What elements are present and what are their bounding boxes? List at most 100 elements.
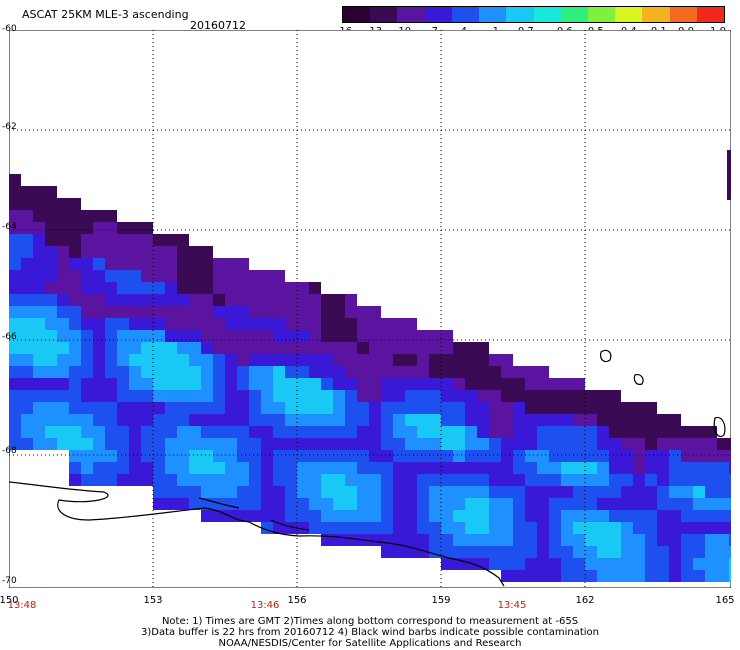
swath-cell — [237, 474, 249, 486]
swath-cell — [201, 414, 213, 426]
swath-cell — [717, 570, 729, 582]
swath-cell — [645, 414, 657, 426]
swath-cell — [129, 474, 141, 486]
swath-cell — [117, 366, 129, 378]
swath-cell — [57, 258, 69, 270]
swath-cell — [285, 486, 297, 498]
swath-cell — [177, 270, 189, 282]
swath-cell — [501, 486, 513, 498]
swath-cell — [501, 558, 513, 570]
swath-cell — [717, 486, 729, 498]
swath-cell — [165, 402, 177, 414]
swath-cell — [417, 534, 429, 546]
swath-cell — [33, 270, 45, 282]
swath-cell — [633, 402, 645, 414]
swath-cell — [549, 450, 561, 462]
swath-cell — [93, 210, 105, 222]
swath-cell — [405, 474, 417, 486]
swath-cell — [585, 402, 597, 414]
swath-cell — [69, 258, 81, 270]
swath-cell — [57, 426, 69, 438]
swath-cell — [33, 402, 45, 414]
swath-cell — [537, 438, 549, 450]
swath-cell — [501, 426, 513, 438]
swath-cell — [585, 390, 597, 402]
swath-cell — [9, 270, 21, 282]
swath-cell — [429, 450, 441, 462]
swath-cell — [213, 438, 225, 450]
swath-cell — [537, 366, 549, 378]
swath-cell — [549, 486, 561, 498]
swath-cell — [297, 450, 309, 462]
swath-cell — [117, 450, 129, 462]
swath-cell — [261, 402, 273, 414]
swath-cell — [225, 390, 237, 402]
swath-cell — [117, 282, 129, 294]
swath-cell — [549, 498, 561, 510]
swath-cell — [57, 210, 69, 222]
swath-cell — [273, 282, 285, 294]
swath-cell — [165, 270, 177, 282]
swath-cell — [501, 546, 513, 558]
colorbar-segment — [479, 7, 507, 22]
swath-cell — [693, 498, 705, 510]
swath-cell — [189, 462, 201, 474]
swath-cell — [645, 498, 657, 510]
swath-cell — [57, 282, 69, 294]
swath-cell — [45, 342, 57, 354]
swath-cell — [717, 534, 729, 546]
swath-cell — [129, 450, 141, 462]
swath-cell — [129, 222, 141, 234]
swath-cell — [21, 330, 33, 342]
swath-cell — [357, 390, 369, 402]
swath-cell — [453, 402, 465, 414]
swath-cell — [273, 402, 285, 414]
swath-cell — [477, 522, 489, 534]
swath-cell — [297, 486, 309, 498]
swath-cell — [429, 534, 441, 546]
swath-cell — [273, 486, 285, 498]
swath-cell — [657, 438, 669, 450]
swath-cell — [705, 570, 717, 582]
swath-cell — [141, 450, 153, 462]
swath-cell — [201, 294, 213, 306]
swath-cell — [237, 318, 249, 330]
swath-cell — [105, 246, 117, 258]
swath-cell — [93, 258, 105, 270]
swath-cell — [417, 414, 429, 426]
swath-cell — [105, 450, 117, 462]
swath-cell — [249, 402, 261, 414]
swath-cell — [429, 522, 441, 534]
swath-cell — [213, 306, 225, 318]
swath-cell — [117, 474, 129, 486]
swath-cell — [333, 426, 345, 438]
swath-cell — [477, 426, 489, 438]
swath-cell — [477, 438, 489, 450]
swath-cell — [237, 306, 249, 318]
swath-cell — [105, 366, 117, 378]
swath-cell — [357, 342, 369, 354]
swath-cell — [669, 438, 681, 450]
swath-cell — [405, 330, 417, 342]
swath-cell — [213, 294, 225, 306]
swath-cell — [453, 366, 465, 378]
swath-cell — [213, 366, 225, 378]
swath-cell — [717, 510, 729, 522]
swath-cell — [513, 498, 525, 510]
swath-cell — [549, 426, 561, 438]
swath-cell — [609, 570, 621, 582]
swath-cell — [261, 438, 273, 450]
time-label: 13:46 — [250, 600, 280, 611]
swath-cell — [261, 342, 273, 354]
swath-cell — [81, 234, 93, 246]
note-line-2: 3)Data buffer is 22 hrs from 20160712 4)… — [141, 627, 599, 638]
swath-cell — [441, 546, 453, 558]
swath-cell — [561, 474, 573, 486]
island-shape — [713, 416, 726, 438]
swath-cell — [429, 366, 441, 378]
swath-cell — [33, 282, 45, 294]
swath-cell — [573, 486, 585, 498]
swath-cell — [345, 294, 357, 306]
swath-cell — [81, 438, 93, 450]
swath-cell — [297, 474, 309, 486]
